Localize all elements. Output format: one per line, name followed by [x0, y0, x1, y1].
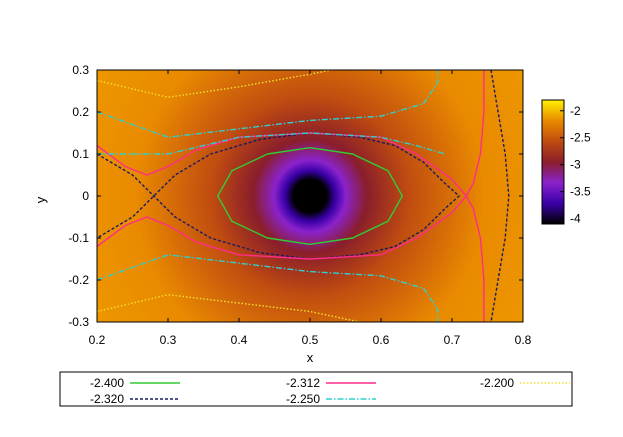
y-tick-label: -0.2	[68, 273, 89, 287]
x-tick-label: 0.4	[231, 333, 248, 347]
legend-label: -2.400	[90, 376, 124, 390]
heatmap-field	[97, 70, 523, 322]
contour-line	[97, 254, 439, 322]
colorbar	[541, 99, 565, 225]
x-axis-label: x	[307, 350, 314, 365]
contour-line	[97, 70, 332, 98]
x-tick-label: 0.3	[160, 333, 177, 347]
colorbar-tick-label: -3	[570, 158, 581, 172]
y-axis: 0.3 0.2 0.1 0 -0.1 -0.2 -0.3	[68, 63, 523, 329]
y-tick-label: 0.2	[72, 105, 89, 119]
y-tick-label: -0.3	[68, 315, 89, 329]
legend-entries: -2.400 -2.320 -2.312 -2.250 -2.200	[90, 376, 570, 406]
legend-label: -2.200	[480, 376, 514, 390]
contour-line	[97, 132, 460, 260]
y-axis-label: y	[33, 196, 48, 203]
x-axis: 0.2 0.3 0.4 0.5 0.6 0.7 0.8	[89, 70, 532, 347]
contour-line	[97, 132, 446, 155]
contour-lines	[97, 70, 510, 322]
contour-line	[217, 147, 403, 245]
contour-line	[490, 70, 510, 322]
y-tick-label: -0.1	[68, 231, 89, 245]
y-tick-label: 0	[82, 189, 89, 203]
colorbar-tick-label: -2	[570, 104, 581, 118]
colorbar-tick-label: -2.5	[570, 131, 591, 145]
y-tick-label: 0.1	[72, 147, 89, 161]
contour-line	[97, 294, 360, 322]
x-tick-label: 0.2	[89, 333, 106, 347]
contour-line	[97, 70, 439, 138]
legend-label: -2.250	[286, 392, 320, 406]
colorbar-ticks: -2 -2.5 -3 -3.5 -4	[560, 104, 591, 226]
legend-label: -2.312	[286, 376, 320, 390]
x-tick-label: 0.7	[444, 333, 461, 347]
x-tick-label: 0.8	[515, 333, 532, 347]
x-tick-label: 0.5	[302, 333, 319, 347]
y-tick-label: 0.3	[72, 63, 89, 77]
colorbar-tick-label: -4	[570, 212, 581, 226]
x-tick-label: 0.6	[373, 333, 390, 347]
legend	[59, 371, 573, 407]
colorbar-tick-label: -3.5	[570, 185, 591, 199]
legend-label: -2.320	[90, 392, 124, 406]
contour-line	[465, 70, 485, 322]
